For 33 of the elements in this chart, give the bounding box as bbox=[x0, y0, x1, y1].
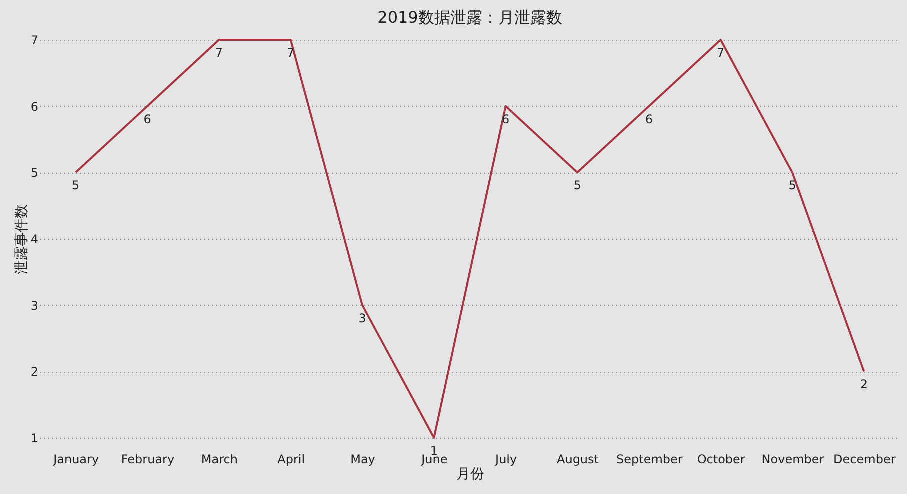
x-tick-label: July bbox=[494, 452, 518, 466]
x-tick-label: January bbox=[52, 452, 100, 466]
y-tick-label: 6 bbox=[30, 100, 38, 114]
y-tick-label: 3 bbox=[30, 298, 38, 313]
y-tick-label: 7 bbox=[30, 34, 38, 48]
x-tick-label: February bbox=[121, 452, 175, 466]
x-tick-label: November bbox=[762, 452, 824, 466]
x-axis-title: 月份 bbox=[456, 466, 484, 482]
x-tick-label: March bbox=[201, 452, 238, 466]
x-tick-label: April bbox=[278, 452, 306, 466]
y-axis-title: 泄露事件数 bbox=[14, 204, 30, 274]
x-tick-label: May bbox=[350, 452, 376, 466]
data-label: 2 bbox=[860, 378, 868, 392]
x-tick-label: August bbox=[557, 452, 600, 466]
y-tick-label: 5 bbox=[30, 166, 38, 180]
y-tick-label: 4 bbox=[30, 232, 38, 246]
data-label: 5 bbox=[72, 178, 80, 193]
x-tick-label: October bbox=[697, 452, 746, 466]
data-label: 6 bbox=[645, 112, 653, 126]
data-label: 1 bbox=[430, 444, 438, 458]
y-tick-label: 1 bbox=[30, 432, 38, 446]
data-label: 7 bbox=[287, 46, 295, 60]
data-label: 7 bbox=[215, 46, 223, 60]
y-tick-label: 2 bbox=[30, 365, 38, 380]
chart-title: 2019数据泄露：月泄露数 bbox=[378, 8, 562, 27]
data-label: 3 bbox=[358, 311, 366, 326]
data-label: 5 bbox=[788, 178, 796, 193]
x-tick-label: December bbox=[834, 452, 896, 466]
x-tick-label: September bbox=[616, 452, 683, 466]
data-label: 7 bbox=[717, 46, 725, 60]
data-label: 6 bbox=[144, 112, 152, 126]
data-label: 5 bbox=[574, 178, 582, 193]
line-series bbox=[74, 39, 866, 439]
